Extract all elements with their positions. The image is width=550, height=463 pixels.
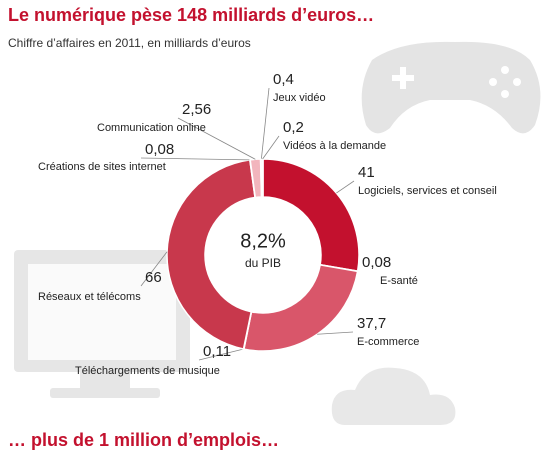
value-label: 0,08 xyxy=(145,141,174,158)
value-label: 37,7 xyxy=(357,315,386,332)
category-label: E-santé xyxy=(380,275,418,287)
chart-title: Le numérique pèse 148 milliards d’euros… xyxy=(8,5,374,25)
category-label: Réseaux et télécoms xyxy=(38,291,141,303)
value-label: 0,4 xyxy=(273,71,294,88)
value-label: 0,11 xyxy=(203,343,231,360)
value-label: 41 xyxy=(358,164,375,181)
cloud-icon xyxy=(331,367,456,425)
leader-line xyxy=(262,135,280,160)
footer: … plus de 1 million d’emplois… xyxy=(8,430,279,450)
leader-line xyxy=(140,251,168,287)
center-value: 8,2% xyxy=(240,230,286,252)
game-controller-icon xyxy=(361,41,541,134)
leader-line xyxy=(198,348,244,361)
category-label: E-commerce xyxy=(357,336,419,348)
category-label: Logiciels, services et conseil xyxy=(358,185,497,197)
leader-line xyxy=(177,117,256,160)
donut-segment xyxy=(262,158,360,272)
leader-line xyxy=(336,180,355,194)
center-caption: du PIB xyxy=(245,256,281,270)
donut-segment xyxy=(261,158,264,198)
donut-segment xyxy=(166,159,256,350)
monitor-icon xyxy=(14,250,190,398)
value-label: 2,56 xyxy=(182,101,211,118)
value-label: 0,08 xyxy=(362,254,391,271)
leader-line xyxy=(317,331,354,335)
value-label: 0,2 xyxy=(283,119,304,136)
category-label: Créations de sites internet xyxy=(38,161,166,173)
category-label: Communication online xyxy=(97,122,206,134)
category-label: Jeux vidéo xyxy=(273,92,326,104)
value-label: 66 xyxy=(145,269,162,286)
leader-line xyxy=(260,87,270,160)
category-label: Vidéos à la demande xyxy=(283,140,386,152)
subtitle: Chiffre d’affaires en 2011, en milliards… xyxy=(8,36,251,50)
category-label: Téléchargements de musique xyxy=(75,365,220,377)
leader-line xyxy=(140,157,251,161)
donut-segment xyxy=(243,264,359,352)
